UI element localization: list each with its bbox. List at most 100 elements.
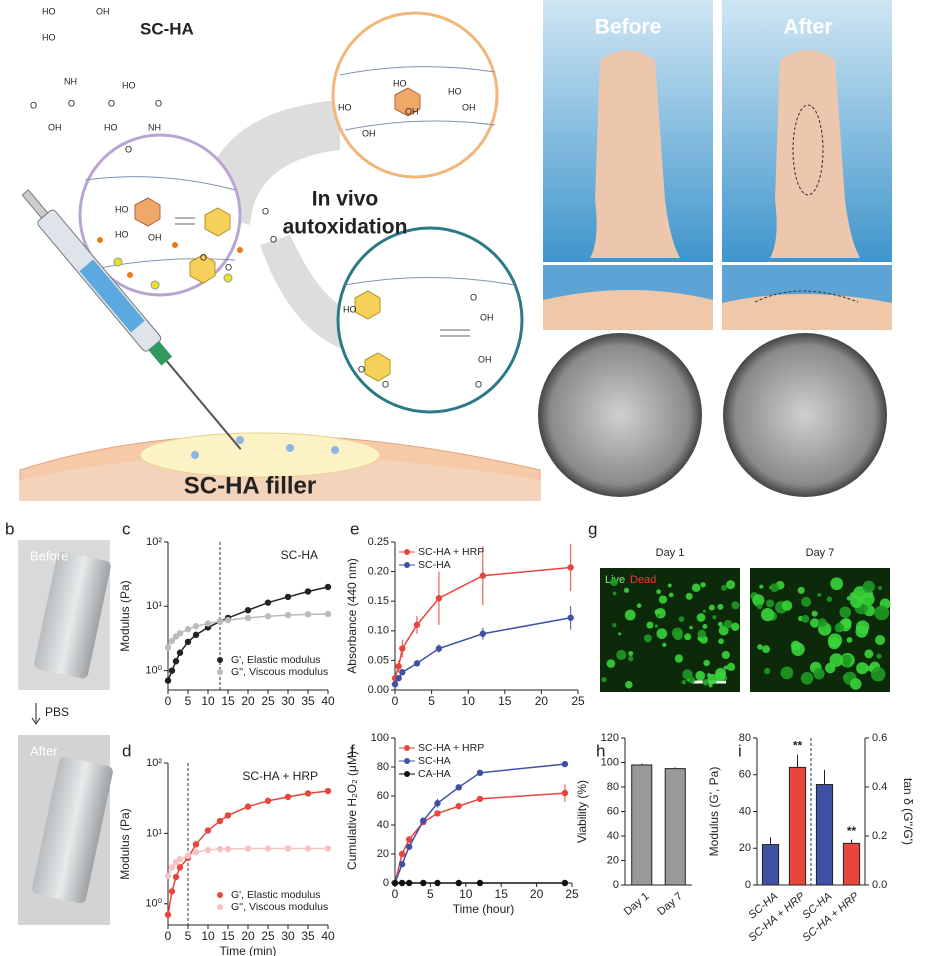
marker	[184, 852, 192, 860]
bar	[842, 842, 861, 886]
legend-label: SC-HA	[418, 755, 451, 767]
y2-axis-label: tan δ (G''/G')	[901, 778, 915, 845]
cell	[759, 584, 764, 589]
atom-label: O	[358, 364, 365, 374]
cell	[636, 603, 642, 608]
atom-label: HO	[122, 80, 136, 90]
atom-label: O	[225, 262, 232, 272]
marker	[224, 616, 232, 624]
significance: **	[793, 739, 803, 753]
marker	[264, 599, 272, 606]
marker	[172, 873, 180, 881]
marker	[405, 879, 413, 887]
x-tick-label: 0	[392, 887, 399, 901]
marker	[405, 836, 413, 843]
y-tick-label: 80	[607, 781, 619, 793]
marker	[561, 879, 569, 887]
y-tick-label: 20	[607, 854, 619, 866]
x-tick-label: 5	[428, 694, 435, 708]
marker	[176, 864, 184, 871]
atom-label: O	[125, 144, 132, 154]
cell	[770, 583, 779, 592]
cell	[702, 609, 707, 613]
y2-tick-label: 0.4	[872, 781, 887, 793]
cell	[700, 582, 706, 588]
marker	[192, 623, 200, 630]
x-tick-label: 30	[281, 694, 295, 708]
cell	[718, 625, 729, 636]
marker	[324, 845, 332, 852]
y2-tick-label: 0.0	[872, 879, 887, 891]
cell	[862, 580, 875, 593]
marker	[284, 793, 292, 801]
marker	[204, 620, 212, 627]
panel-letter: i	[738, 741, 742, 760]
cell	[721, 650, 730, 660]
cell	[715, 667, 727, 679]
marker	[398, 860, 406, 868]
marker	[216, 618, 224, 625]
filler-label: SC-HA filler	[184, 472, 316, 499]
panel-letter: b	[5, 519, 14, 538]
cell	[718, 638, 724, 645]
atom-label: O	[262, 206, 269, 216]
marker	[420, 817, 427, 824]
panel-letter: e	[350, 519, 359, 538]
marker	[434, 800, 441, 807]
marker	[168, 864, 176, 871]
y-tick-label: 0.05	[368, 654, 389, 666]
atom-label: O	[475, 379, 482, 389]
cell	[760, 607, 775, 622]
cell	[861, 592, 875, 606]
cell	[817, 618, 827, 628]
cell	[646, 621, 654, 629]
marker	[567, 564, 574, 571]
x-tick-label: 15	[498, 694, 512, 708]
arrow-label: PBS	[45, 705, 69, 719]
day-label: Day 1	[656, 547, 685, 559]
x-tick-label: 5	[427, 887, 434, 901]
marker	[164, 677, 172, 684]
cell	[662, 642, 667, 647]
y-tick-label: 80	[377, 761, 389, 773]
cell	[864, 649, 874, 659]
marker	[567, 614, 574, 621]
x-tick-label: 15	[221, 694, 235, 708]
marker	[224, 845, 232, 853]
cell	[657, 613, 661, 617]
atom-label: HO	[42, 6, 56, 16]
marker	[476, 769, 484, 776]
y-tick-label: 0	[383, 877, 389, 889]
marker	[476, 795, 484, 803]
marker	[164, 872, 172, 879]
marker	[398, 850, 406, 858]
marker	[204, 827, 212, 834]
marker	[479, 572, 487, 579]
atom-label: O	[200, 252, 207, 262]
cell	[625, 680, 633, 689]
marker	[479, 630, 487, 637]
y-axis-label: Viability (%)	[575, 780, 589, 843]
marker	[164, 911, 172, 918]
y-tick-label: 40	[377, 819, 389, 831]
photo-label: After	[783, 16, 832, 39]
structure-title: SC-HA	[140, 19, 194, 38]
cell	[801, 596, 812, 607]
legend-marker	[217, 669, 223, 675]
panel-letter: c	[122, 519, 131, 538]
atom-label: NH	[64, 76, 77, 86]
cell	[846, 637, 853, 643]
marker	[164, 644, 172, 651]
bar	[664, 768, 686, 886]
atom-label: NH	[148, 122, 161, 132]
cell	[616, 649, 627, 660]
cell	[702, 678, 710, 686]
marker	[391, 680, 399, 688]
marker	[435, 595, 443, 602]
y-tick-label: 10¹	[146, 827, 162, 839]
photo-label: Before	[595, 16, 662, 39]
y-tick-label: 0	[613, 879, 619, 891]
atom-label: OH	[148, 232, 162, 242]
cell	[826, 596, 833, 602]
